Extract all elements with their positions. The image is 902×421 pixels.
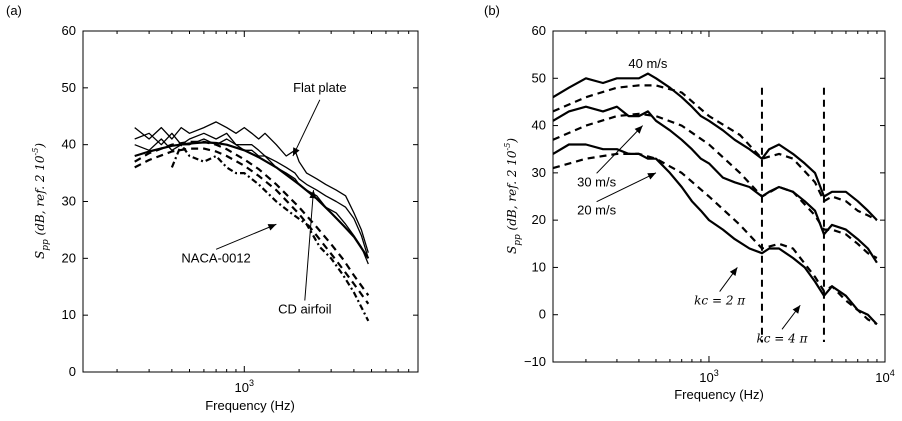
panel-a-y-tick-label: 40 bbox=[62, 137, 76, 152]
panel-a-y-tick-label: 60 bbox=[62, 23, 76, 38]
panel-b-series-4-line bbox=[552, 112, 878, 259]
panel-b-plot-area: −10 0 10 20 30 40 50 60 103 104 40 m/s 30 m/s 20 m/s… bbox=[524, 23, 895, 385]
panel-a-series-5-line bbox=[134, 147, 370, 305]
panel-a-annotation-2: NACA-0012 bbox=[181, 250, 250, 265]
panel-a-annotation-1-arrow bbox=[292, 99, 321, 157]
panel-b-y-axis-label-text: Spp (dB, ref. 2 10-5) bbox=[503, 138, 523, 254]
panel-b-x-axis-label: Frequency (Hz) bbox=[674, 387, 764, 402]
panel-b-y-tick-label: −10 bbox=[524, 354, 546, 369]
panel-a-annotation-3: CD airfoil bbox=[278, 301, 332, 316]
panel-a-y-tick-label: 50 bbox=[62, 80, 76, 95]
panel-b-label: (b) bbox=[484, 3, 500, 18]
panel-b-annotation-3: 20 m/s bbox=[577, 203, 617, 218]
panel-a-series-7-line bbox=[170, 143, 370, 322]
panel-b-annotation-3-arrowhead bbox=[647, 172, 656, 180]
panel-a-y-tick-label: 10 bbox=[62, 307, 76, 322]
panel-b-series-2-line bbox=[552, 84, 878, 222]
panel-b-y-tick-label: 50 bbox=[532, 70, 546, 85]
panel-a-axes-frame bbox=[82, 30, 419, 373]
panel-a-y-tick-label: 20 bbox=[62, 250, 76, 265]
panel-a-y-axis-label: Spp (dB, ref. 2 10-5) bbox=[31, 143, 51, 259]
panel-b-axes-frame bbox=[552, 30, 886, 363]
panel-a-series-6-line bbox=[134, 140, 370, 296]
panel-a-annotation-3-arrow bbox=[304, 190, 315, 301]
panel-b-series-1-line bbox=[552, 72, 878, 221]
panel-b-annotation-3-arrow bbox=[596, 172, 657, 203]
panel-b-y-tick-label: 20 bbox=[532, 212, 546, 227]
panel-a: (a) 0 10 20 30 40 50 60 103 Flat plate NACA-0012 C… bbox=[6, 3, 419, 413]
panel-a-y-axis-label-text: Spp (dB, ref. 2 10-5) bbox=[31, 143, 51, 259]
panel-b-annotation-2: 30 m/s bbox=[577, 174, 617, 189]
panel-b-y-axis-label: Spp (dB, ref. 2 10-5) bbox=[503, 138, 523, 254]
panel-a-y-tick-label: 30 bbox=[62, 194, 76, 209]
panel-a-x-tick-label: 103 bbox=[235, 378, 254, 395]
panel-b-annotation-2-arrow bbox=[596, 125, 644, 174]
panel-b-y-tick-label: 30 bbox=[532, 165, 546, 180]
panel-b-x-tick-label: 103 bbox=[699, 368, 718, 385]
panel-a-plot-area: 0 10 20 30 40 50 60 103 Flat plate NACA-0012 CD ai… bbox=[62, 23, 419, 395]
panel-a-annotation-1: Flat plate bbox=[293, 80, 346, 95]
panel-a-x-axis-label: Frequency (Hz) bbox=[205, 398, 295, 413]
panel-b-y-tick-label: 40 bbox=[532, 118, 546, 133]
panel-b-series-5-line bbox=[552, 143, 878, 325]
panel-b-y-tick-label: 0 bbox=[539, 307, 546, 322]
panel-a-label: (a) bbox=[6, 3, 22, 18]
panel-b-annotation-1: 40 m/s bbox=[628, 56, 668, 71]
panel-a-annotation-2-arrow bbox=[215, 223, 277, 250]
panel-a-annotation-1-arrowhead bbox=[292, 147, 300, 157]
panel-b-series-3-line bbox=[552, 105, 878, 264]
panel-a-annotation-3-arrowhead bbox=[309, 190, 317, 199]
panel-b-x-tick-label: 104 bbox=[875, 368, 894, 385]
panel-b-y-tick-label: 60 bbox=[532, 23, 546, 38]
panel-b-annotation-4: kc = 2 π bbox=[694, 294, 746, 308]
panel-b-y-tick-label: 10 bbox=[532, 259, 546, 274]
panel-a-series-1-line bbox=[134, 121, 369, 253]
panel-a-annotation-2-arrowhead bbox=[267, 224, 277, 231]
panel-b-annotation-2-arrowhead bbox=[634, 125, 643, 134]
panel-b-annotation-5-arrowhead bbox=[792, 305, 801, 314]
panel-a-y-tick-label: 0 bbox=[69, 364, 76, 379]
panel-b: (b) −10 0 10 20 30 40 50 60 103 104 40 m/s 30 m/s 20… bbox=[484, 3, 895, 402]
panel-b-series-6-line bbox=[552, 152, 878, 326]
panel-b-annotation-4-arrowhead bbox=[729, 267, 738, 276]
panel-b-annotation-5: kc = 4 π bbox=[757, 331, 809, 345]
